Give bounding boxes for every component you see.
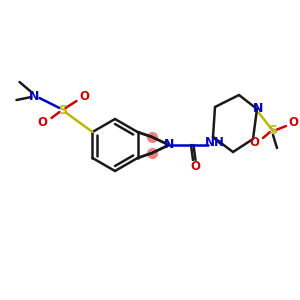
Text: O: O <box>80 91 89 103</box>
Text: S: S <box>58 103 67 116</box>
Text: S: S <box>268 124 278 137</box>
Text: N: N <box>164 137 174 151</box>
Text: NH: NH <box>205 136 225 149</box>
Text: O: O <box>288 116 298 130</box>
Text: N: N <box>253 101 263 115</box>
Text: O: O <box>190 160 200 173</box>
Text: N: N <box>29 89 40 103</box>
Text: O: O <box>249 136 259 148</box>
Text: O: O <box>38 116 47 130</box>
